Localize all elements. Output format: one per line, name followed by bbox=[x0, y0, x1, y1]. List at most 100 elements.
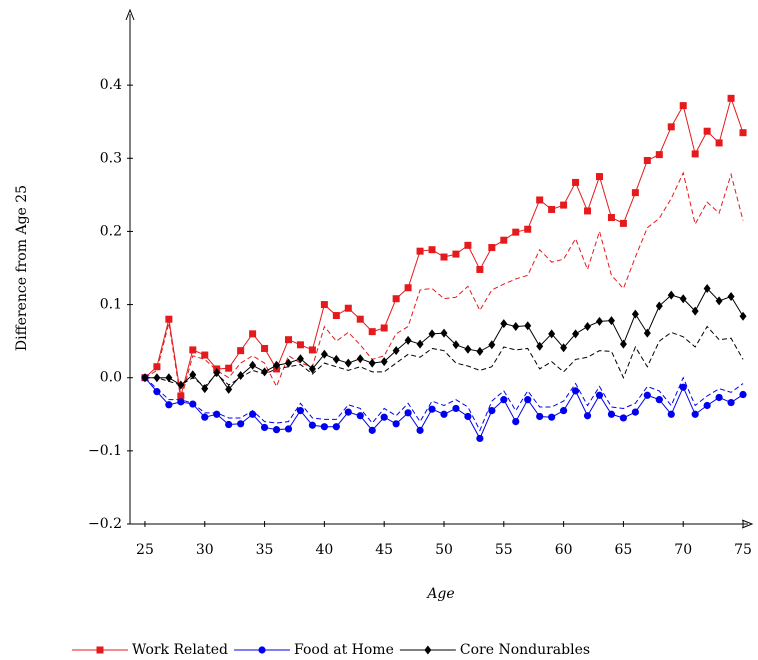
marker bbox=[691, 306, 699, 316]
marker bbox=[595, 391, 604, 399]
marker bbox=[153, 388, 161, 396]
marker bbox=[260, 423, 269, 432]
marker bbox=[536, 412, 544, 421]
marker bbox=[667, 290, 675, 300]
marker bbox=[225, 420, 233, 429]
marker bbox=[308, 364, 316, 374]
dashed-line bbox=[144, 325, 744, 388]
x-tick-label: 55 bbox=[495, 542, 513, 558]
marker bbox=[464, 412, 472, 421]
marker bbox=[727, 94, 735, 102]
dashed-line bbox=[144, 171, 744, 400]
marker bbox=[488, 244, 496, 252]
marker bbox=[739, 311, 747, 321]
marker bbox=[177, 398, 185, 406]
marker bbox=[284, 425, 293, 433]
marker bbox=[631, 309, 639, 319]
legend-label: Work Related bbox=[132, 642, 228, 658]
marker bbox=[452, 340, 460, 350]
marker bbox=[296, 407, 305, 415]
marker bbox=[476, 434, 484, 443]
marker bbox=[320, 423, 328, 431]
marker bbox=[464, 344, 472, 354]
marker bbox=[284, 336, 292, 344]
y-tick-label: 0.4 bbox=[100, 77, 122, 93]
marker bbox=[225, 364, 233, 372]
marker bbox=[631, 189, 639, 197]
legend-label: Core Nondurables bbox=[460, 642, 590, 658]
marker bbox=[344, 358, 352, 368]
marker bbox=[583, 412, 592, 420]
marker bbox=[548, 413, 556, 421]
marker bbox=[572, 178, 580, 186]
marker bbox=[548, 205, 556, 213]
marker bbox=[380, 357, 388, 367]
marker bbox=[213, 368, 221, 378]
marker bbox=[595, 316, 603, 326]
marker bbox=[404, 335, 412, 345]
y-axis-arrow bbox=[125, 8, 135, 21]
marker bbox=[416, 247, 424, 255]
marker bbox=[607, 214, 615, 222]
marker bbox=[249, 360, 257, 370]
marker bbox=[308, 421, 317, 429]
marker bbox=[428, 405, 436, 413]
marker bbox=[320, 349, 328, 359]
marker bbox=[667, 123, 675, 131]
marker bbox=[440, 328, 448, 338]
marker bbox=[440, 253, 448, 261]
marker bbox=[679, 383, 687, 391]
marker bbox=[655, 396, 663, 404]
marker bbox=[416, 339, 424, 349]
marker bbox=[643, 328, 651, 338]
y-tick-label: 0.0 bbox=[100, 370, 122, 386]
marker bbox=[380, 413, 388, 421]
marker bbox=[739, 129, 747, 137]
x-tick-label: 35 bbox=[256, 542, 274, 558]
marker bbox=[237, 347, 245, 355]
marker bbox=[655, 151, 663, 159]
marker bbox=[500, 396, 508, 404]
series-line bbox=[144, 377, 744, 440]
marker bbox=[201, 413, 209, 421]
marker bbox=[165, 373, 173, 383]
marker bbox=[404, 409, 412, 417]
marker bbox=[643, 391, 651, 399]
marker bbox=[524, 225, 532, 233]
marker bbox=[344, 304, 352, 312]
marker bbox=[332, 354, 340, 364]
marker bbox=[560, 343, 568, 353]
marker bbox=[189, 400, 197, 408]
x-tick-label: 65 bbox=[614, 542, 632, 558]
marker bbox=[619, 339, 627, 349]
marker bbox=[500, 319, 508, 329]
marker bbox=[560, 407, 568, 415]
marker bbox=[368, 328, 376, 336]
marker bbox=[428, 329, 436, 339]
marker bbox=[500, 236, 508, 244]
x-axis-label: Age bbox=[425, 586, 454, 602]
marker bbox=[452, 404, 460, 413]
marker bbox=[201, 351, 209, 359]
x-tick-label: 70 bbox=[674, 542, 692, 558]
marker bbox=[261, 367, 269, 377]
x-tick-label: 60 bbox=[555, 542, 573, 558]
marker bbox=[691, 410, 699, 418]
y-tick-label: 0.1 bbox=[100, 297, 122, 313]
marker bbox=[380, 324, 388, 332]
marker bbox=[392, 346, 400, 356]
marker bbox=[655, 301, 663, 311]
marker bbox=[536, 196, 544, 204]
marker bbox=[416, 426, 424, 434]
marker bbox=[428, 246, 436, 254]
marker bbox=[237, 420, 245, 428]
marker bbox=[392, 420, 400, 428]
marker bbox=[368, 358, 376, 368]
x-tick-label: 75 bbox=[734, 542, 752, 558]
marker bbox=[619, 219, 627, 227]
marker bbox=[631, 408, 639, 416]
legend-label: Food at Home bbox=[294, 642, 394, 658]
marker bbox=[177, 380, 185, 390]
marker bbox=[424, 645, 432, 655]
